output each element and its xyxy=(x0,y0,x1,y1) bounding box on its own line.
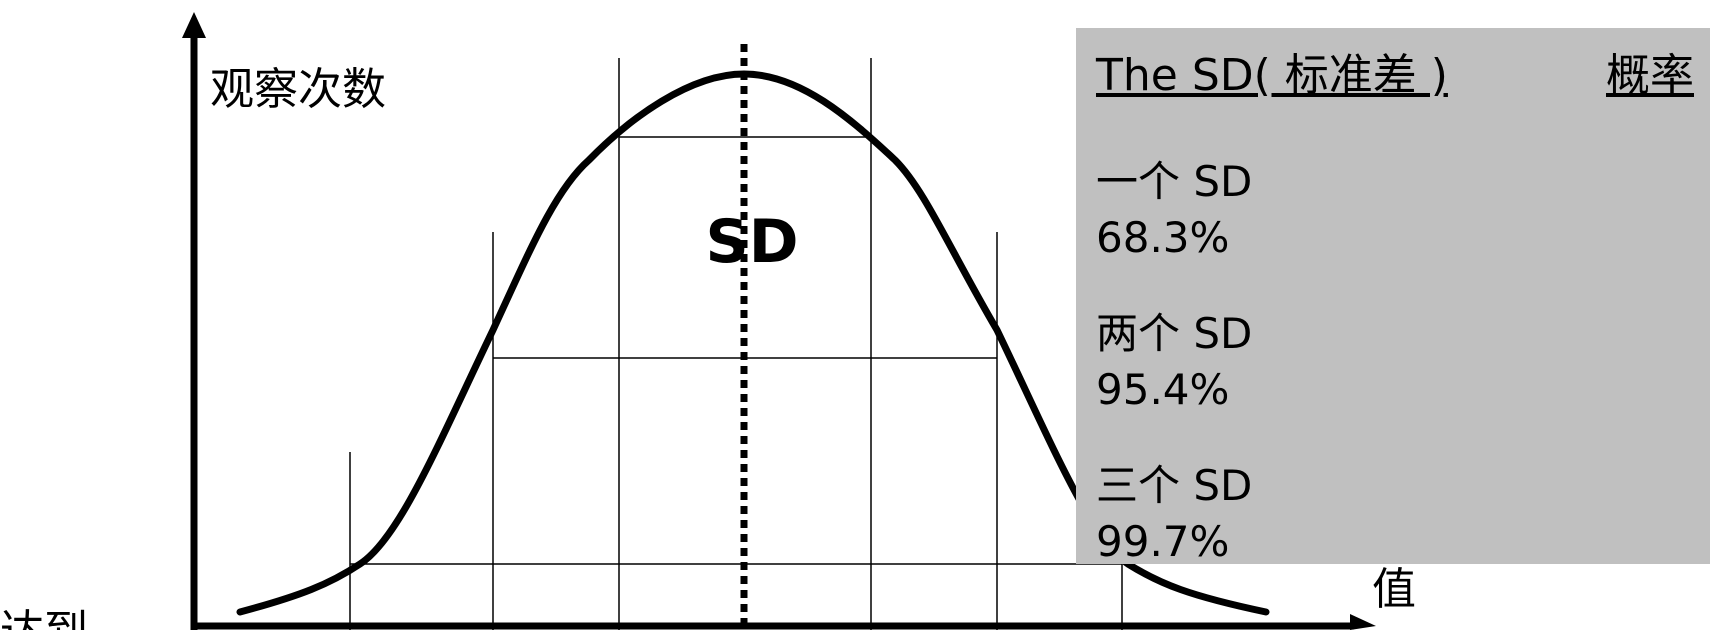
legend-header-probability: 概率 xyxy=(1606,50,1694,101)
legend-row-name: 三个 SD xyxy=(1096,461,1253,510)
sd-center-label: SD xyxy=(705,207,798,277)
legend-row-name: 两个 SD xyxy=(1096,309,1253,358)
legend-row-three-sd: 三个 SD 99.7% xyxy=(1096,458,1252,570)
legend-row-value: 95.4% xyxy=(1096,365,1230,414)
legend-header: The SD( 标准差 ) 概率 xyxy=(1096,48,1694,104)
sd-probability-legend: The SD( 标准差 ) 概率 一个 SD 68.3% 两个 SD 95.4%… xyxy=(1076,28,1710,566)
legend-row-value: 68.3% xyxy=(1096,213,1230,262)
legend-row-value: 99.7% xyxy=(1096,517,1230,566)
x-axis-label: 值 xyxy=(1372,564,1416,615)
legend-row-name: 一个 SD xyxy=(1096,157,1253,206)
partial-caption: 达到 xyxy=(0,606,88,630)
x-axis-arrow-icon xyxy=(1350,614,1376,630)
y-axis-arrow-icon xyxy=(182,12,206,38)
legend-row-two-sd: 两个 SD 95.4% xyxy=(1096,306,1252,418)
y-axis-label: 观察次数 xyxy=(210,64,386,115)
legend-header-sd: The SD( 标准差 ) xyxy=(1096,50,1448,101)
legend-row-one-sd: 一个 SD 68.3% xyxy=(1096,154,1252,266)
